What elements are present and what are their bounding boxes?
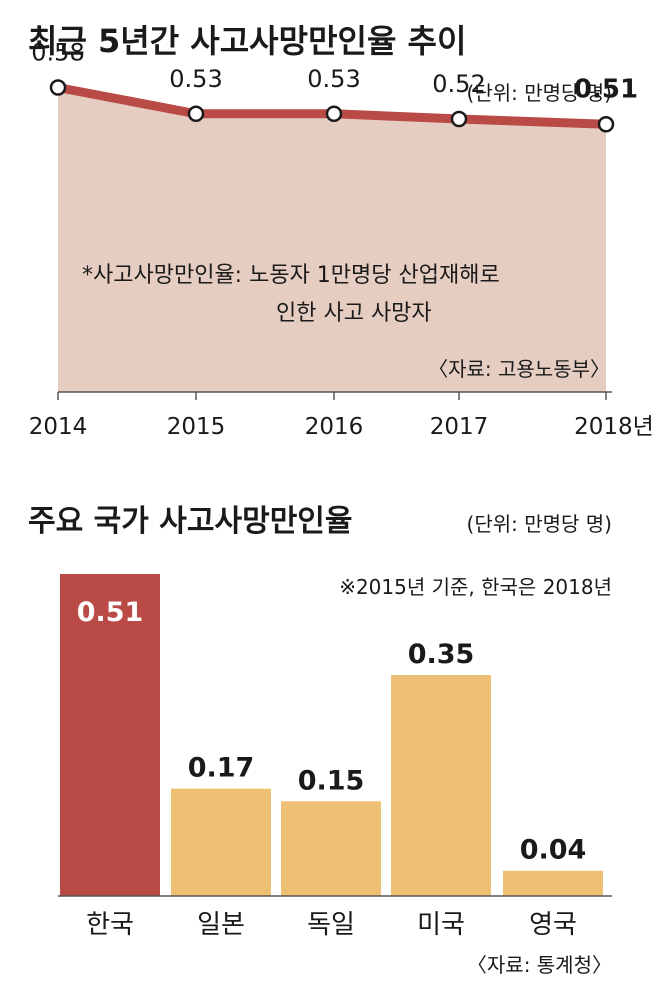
line-chart-unit: (단위: 만명당 명) [467, 81, 612, 105]
line-chart-source: 〈자료: 고용노동부〉 [428, 357, 610, 381]
data-point [597, 116, 615, 133]
bar-chart-unit: (단위: 만명당 명) [467, 512, 612, 536]
bar-영국 [503, 870, 603, 896]
bar-value-label: 0.17 [188, 753, 255, 784]
bar-group: 0.51 한국 0.17 일본 0.15 독일 0.35 미국 0.04 영국 [60, 574, 603, 940]
bar-chart-source: 〈자료: 통계청〉 [467, 953, 612, 977]
bar-한국 [60, 574, 160, 896]
line-area-group [58, 87, 606, 392]
x-tick-label: 2018년 [574, 414, 654, 440]
bar-chart-title: 주요 국가 사고사망만인율 [28, 504, 353, 539]
line-series-group: 0.58 0.53 0.53 0.52 0.51 [31, 39, 638, 133]
data-point [450, 110, 468, 128]
data-point [49, 79, 67, 96]
line-tick-group: 2014 2015 2016 2017 2018년 [29, 392, 654, 440]
bar-일본 [171, 788, 271, 896]
data-label: 0.53 [169, 65, 222, 93]
bar-value-label: 0.04 [520, 835, 587, 866]
line-chart-note-line2: 인한 사고 사망자 [276, 301, 432, 326]
x-tick-label: 2016 [305, 414, 364, 440]
x-tick-label: 2014 [29, 414, 88, 440]
category-label: 독일 [307, 910, 355, 940]
bar-독일 [281, 801, 381, 896]
bar-chart-note: ※2015년 기준, 한국은 2018년 [339, 575, 612, 599]
category-label: 영국 [529, 910, 577, 940]
bar-미국 [391, 675, 491, 896]
bar-value-label: 0.15 [298, 765, 365, 796]
x-tick-label: 2015 [167, 414, 226, 440]
data-label: 0.51 [574, 74, 638, 104]
bar-value-label: 0.51 [77, 597, 144, 628]
data-point [325, 105, 343, 122]
data-label: 0.58 [31, 39, 84, 67]
data-label: 0.53 [307, 65, 360, 93]
data-label: 0.52 [432, 70, 485, 98]
data-point [187, 105, 205, 122]
category-label: 미국 [417, 910, 465, 940]
bar-value-label: 0.35 [408, 639, 475, 670]
line-chart-title: 최근 5년간 사고사망만인율 추이 [28, 22, 466, 60]
line-chart-note-line1: *사고사망만인율: 노동자 1만명당 산업재해로 [82, 263, 500, 288]
category-label: 일본 [197, 910, 245, 940]
line-area-fill [58, 87, 606, 392]
category-label: 한국 [86, 910, 134, 940]
x-tick-label: 2017 [430, 414, 489, 440]
